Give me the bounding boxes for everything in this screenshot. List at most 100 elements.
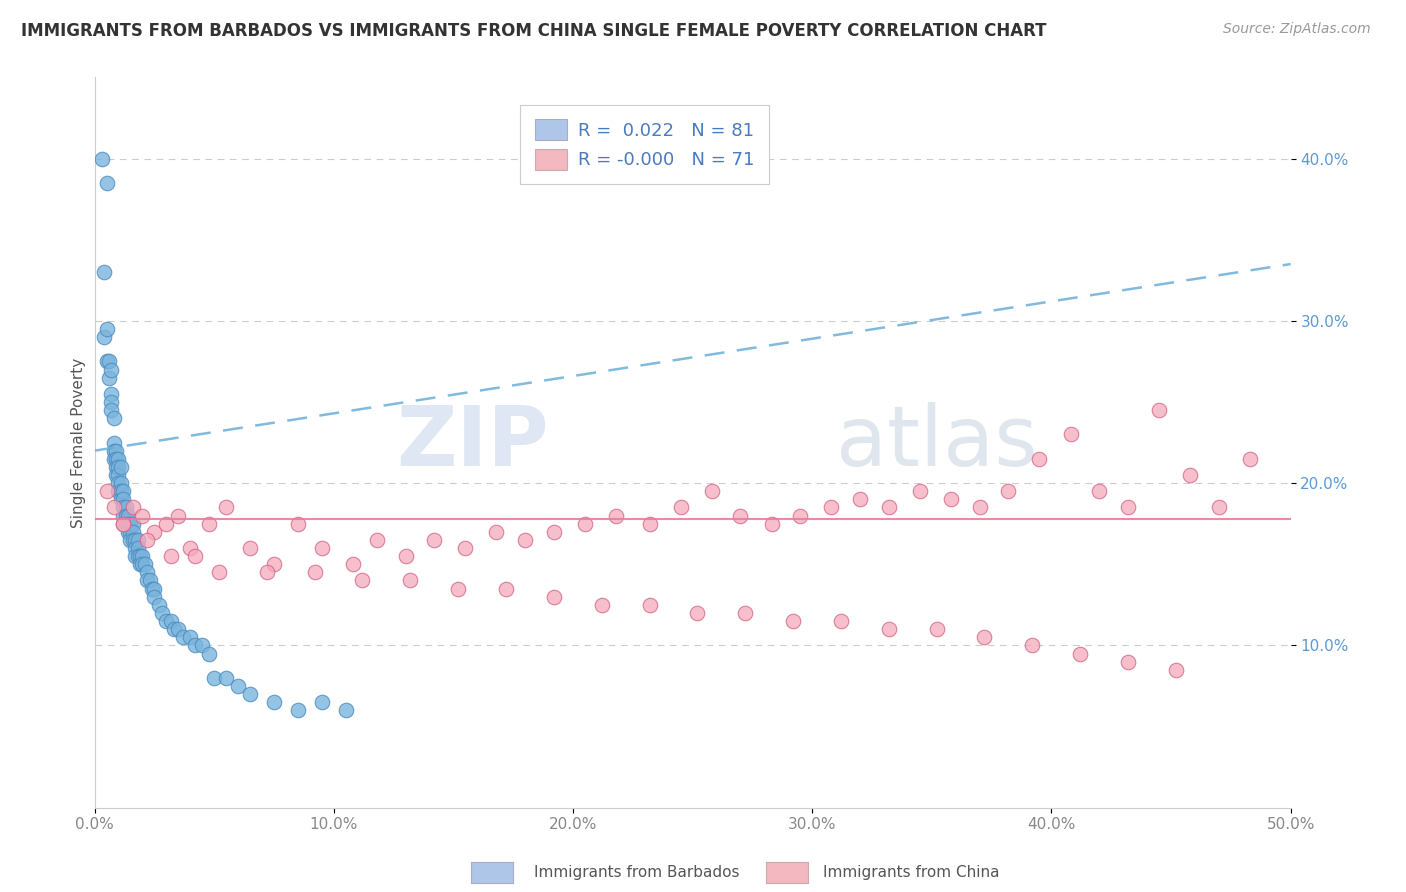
Point (97, 370, 120, 384)
Text: atlas: atlas (837, 402, 1038, 483)
Point (820, 500, 842, 515)
Point (263, 558, 285, 572)
Point (1164, 663, 1187, 677)
Text: ZIP: ZIP (396, 402, 550, 483)
Point (112, 492, 135, 507)
Point (1116, 655, 1139, 669)
Point (127, 541, 149, 555)
Point (150, 606, 173, 620)
Point (669, 500, 692, 515)
Point (311, 695, 333, 709)
Point (143, 582, 166, 596)
Point (638, 516, 661, 531)
Point (155, 516, 177, 531)
Point (114, 500, 136, 515)
Point (287, 516, 309, 531)
Point (129, 558, 152, 572)
Point (103, 435, 125, 450)
Point (143, 590, 166, 604)
Point (117, 508, 139, 523)
Point (160, 549, 183, 563)
Point (202, 671, 225, 685)
Point (110, 484, 132, 499)
Point (495, 582, 517, 596)
Legend: R =  0.022   N = 81, R = -0.000   N = 71: R = 0.022 N = 81, R = -0.000 N = 71 (520, 104, 769, 185)
Point (423, 533, 446, 547)
Point (1088, 484, 1111, 499)
Point (335, 703, 357, 717)
Point (105, 459, 128, 474)
Point (399, 574, 422, 588)
Point (256, 566, 278, 580)
Point (686, 606, 709, 620)
Text: Immigrants from China: Immigrants from China (823, 865, 1000, 880)
Point (925, 622, 948, 636)
Point (124, 549, 146, 563)
Point (148, 598, 170, 612)
Point (120, 524, 142, 539)
Point (103, 411, 125, 425)
Point (131, 558, 153, 572)
Point (184, 639, 207, 653)
Point (105, 468, 128, 483)
Point (121, 533, 143, 547)
Point (112, 484, 135, 499)
Point (160, 614, 183, 628)
Point (877, 622, 900, 636)
Point (107, 484, 129, 499)
Point (191, 639, 214, 653)
Point (107, 451, 129, 466)
Point (1178, 468, 1201, 483)
Point (117, 524, 139, 539)
Point (129, 549, 152, 563)
Point (100, 362, 122, 376)
Point (127, 533, 149, 547)
Point (208, 566, 231, 580)
Point (110, 492, 132, 507)
Point (90, 152, 112, 166)
Point (93, 265, 115, 279)
Point (1239, 451, 1261, 466)
Point (162, 622, 184, 636)
Point (127, 549, 149, 563)
Point (1059, 427, 1081, 442)
Point (120, 533, 142, 547)
Point (112, 508, 135, 523)
Point (121, 524, 143, 539)
Point (849, 492, 872, 507)
Point (198, 647, 221, 661)
Point (141, 582, 163, 596)
Point (121, 500, 143, 515)
Point (605, 508, 627, 523)
Text: IMMIGRANTS FROM BARBADOS VS IMMIGRANTS FROM CHINA SINGLE FEMALE POVERTY CORRELAT: IMMIGRANTS FROM BARBADOS VS IMMIGRANTS F… (21, 22, 1046, 40)
Point (120, 516, 142, 531)
Point (103, 443, 125, 458)
Point (96, 354, 118, 368)
Point (1208, 500, 1230, 515)
Point (574, 516, 596, 531)
Point (131, 549, 153, 563)
Point (136, 574, 159, 588)
Point (454, 541, 477, 555)
Point (1069, 647, 1091, 661)
Point (877, 500, 900, 515)
Point (215, 671, 238, 685)
Point (311, 541, 333, 555)
Text: Immigrants from Barbados: Immigrants from Barbados (534, 865, 740, 880)
Point (134, 558, 156, 572)
Point (730, 508, 752, 523)
Point (1116, 500, 1139, 515)
Y-axis label: Single Female Poverty: Single Female Poverty (72, 358, 86, 528)
Point (1021, 639, 1043, 653)
Point (908, 484, 931, 499)
Point (107, 459, 129, 474)
Point (239, 687, 262, 701)
Point (107, 476, 129, 491)
Point (105, 451, 128, 466)
Point (131, 508, 153, 523)
Point (287, 703, 309, 717)
Point (110, 459, 132, 474)
Point (997, 484, 1019, 499)
Point (117, 516, 139, 531)
Point (138, 574, 160, 588)
